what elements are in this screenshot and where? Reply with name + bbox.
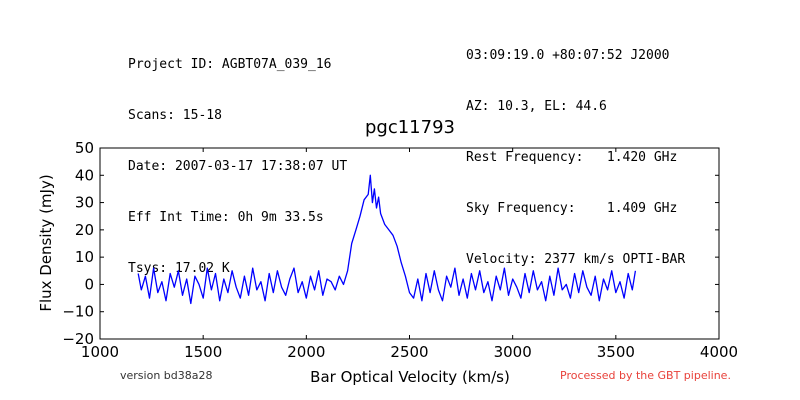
date: Date: 2007-03-17 17:38:07 UT: [128, 159, 348, 174]
y-tick-label: 20: [75, 221, 94, 239]
az-el: AZ: 10.3, EL: 44.6: [466, 99, 607, 114]
project-id: Project ID: AGBT07A_039_16: [128, 57, 332, 72]
observation-info-left: Project ID: AGBT07A_039_16 Scans: 15-18 …: [128, 22, 347, 294]
y-tick-label: 30: [75, 194, 94, 212]
axis-ticks: 1000 1500 2000 2500 3000 3500 4000 −20 −10 0 10 20 3…: [62, 139, 738, 361]
x-tick-label: 4000: [700, 343, 738, 361]
observation-info-right: 03:09:19.0 +80:07:52 J2000 AZ: 10.3, EL:…: [466, 13, 685, 285]
plot-frame: [99, 147, 720, 340]
y-tick-label: −20: [62, 330, 94, 348]
y-tick-label: 50: [75, 139, 94, 157]
y-tick-label: 10: [75, 248, 94, 266]
scans: Scans: 15-18: [128, 108, 222, 123]
chart-title: pgc11793: [365, 117, 455, 138]
x-tick-label: 2500: [390, 343, 428, 361]
y-tick-label: 40: [75, 166, 94, 184]
flux-spectrum-line: [137, 174, 637, 305]
rest-frequency: Rest Frequency: 1.420 GHz: [466, 150, 678, 165]
x-tick-label: 1000: [81, 343, 119, 361]
coordinates: 03:09:19.0 +80:07:52 J2000: [466, 48, 670, 63]
x-axis-label: Bar Optical Velocity (km/s): [310, 368, 510, 386]
pipeline-credit: Processed by the GBT pipeline.: [560, 369, 731, 382]
x-tick-label: 2000: [287, 343, 325, 361]
y-tick-label: 0: [84, 275, 94, 293]
y-tick-label: −10: [62, 303, 94, 321]
tsys: Tsys: 17.02 K: [128, 261, 230, 276]
velocity: Velocity: 2377 km/s OPTI-BAR: [466, 252, 686, 267]
y-axis-label: Flux Density (mJy): [37, 174, 55, 311]
eff-int-time: Eff Int Time: 0h 9m 33.5s: [128, 210, 324, 225]
x-tick-label: 3000: [494, 343, 532, 361]
sky-frequency: Sky Frequency: 1.409 GHz: [466, 201, 678, 216]
x-tick-label: 1500: [184, 343, 222, 361]
version-text: version bd38a28: [120, 369, 213, 382]
x-tick-label: 3500: [597, 343, 635, 361]
